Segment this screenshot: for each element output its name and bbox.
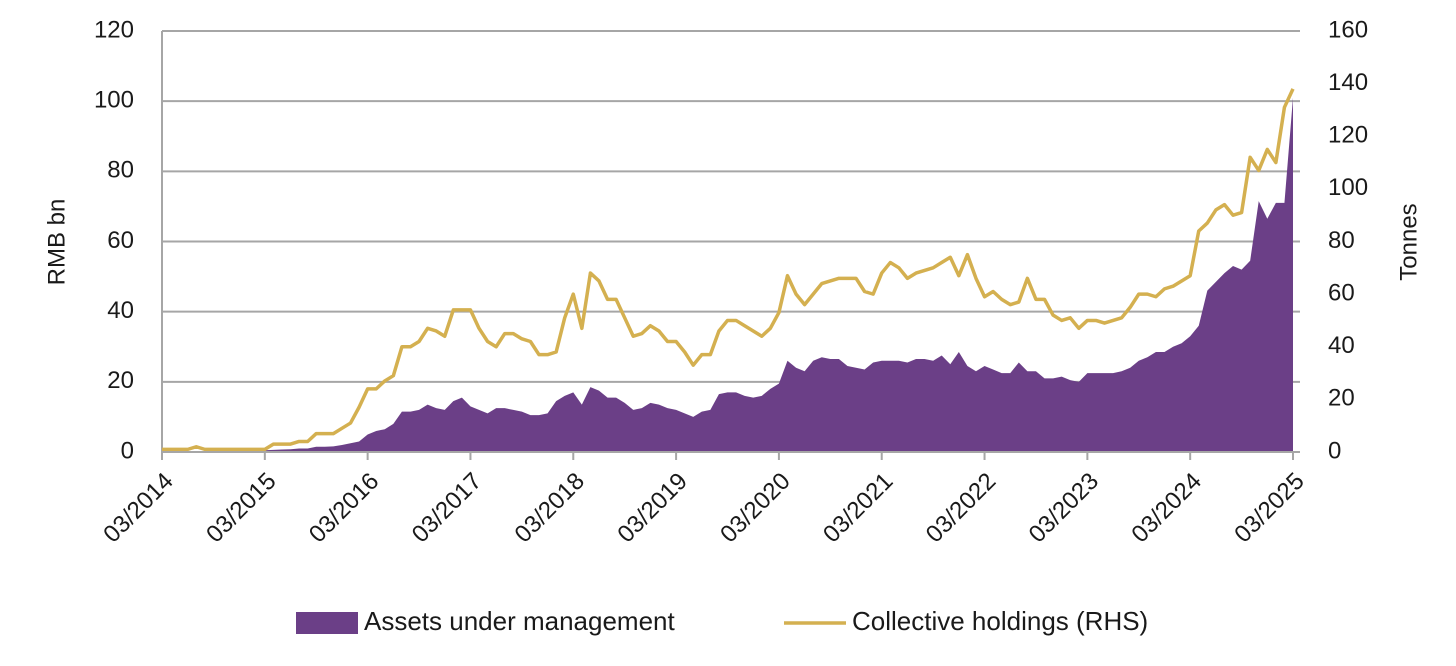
x-tick-label: 03/2025 (1229, 468, 1309, 548)
x-tick-label: 03/2024 (1126, 468, 1206, 548)
y2-tick-label: 160 (1328, 16, 1368, 43)
y-tick-label: 60 (107, 227, 134, 254)
legend-label: Assets under management (364, 606, 676, 636)
y-tick-label: 0 (121, 437, 134, 464)
y2-tick-label: 120 (1328, 122, 1368, 149)
x-tick-label: 03/2022 (921, 468, 1001, 548)
y2-tick-label: 20 (1328, 385, 1355, 412)
y-tick-label: 20 (107, 367, 134, 394)
x-tick-label: 03/2021 (818, 468, 898, 548)
x-tick-label: 03/2017 (407, 468, 487, 548)
line (162, 88, 1295, 452)
y2-tick-label: 60 (1328, 279, 1355, 306)
x-tick-label: 03/2016 (304, 468, 384, 548)
x-tick-label: 03/2015 (201, 468, 281, 548)
y2-tick-label: 140 (1328, 69, 1368, 96)
x-tick-label: 03/2019 (612, 468, 692, 548)
legend-label: Collective holdings (RHS) (852, 606, 1148, 636)
y-axis-title: RMB bn (43, 199, 70, 286)
y-tick-label: 80 (107, 157, 134, 184)
area (162, 97, 1293, 453)
y2-tick-label: 80 (1328, 227, 1355, 254)
y2-tick-label: 0 (1328, 437, 1341, 464)
y2-axis-title: Tonnes (1395, 203, 1422, 280)
y-tick-label: 100 (94, 87, 134, 114)
x-tick-label: 03/2014 (98, 468, 178, 548)
x-tick-label: 03/2020 (715, 468, 795, 548)
y-tick-label: 40 (107, 297, 134, 324)
y2-tick-label: 40 (1328, 332, 1355, 359)
x-tick-label: 03/2023 (1024, 468, 1104, 548)
legend-swatch (296, 612, 358, 634)
y-tick-label: 120 (94, 16, 134, 43)
y2-tick-label: 100 (1328, 174, 1368, 201)
x-tick-label: 03/2018 (510, 468, 590, 548)
